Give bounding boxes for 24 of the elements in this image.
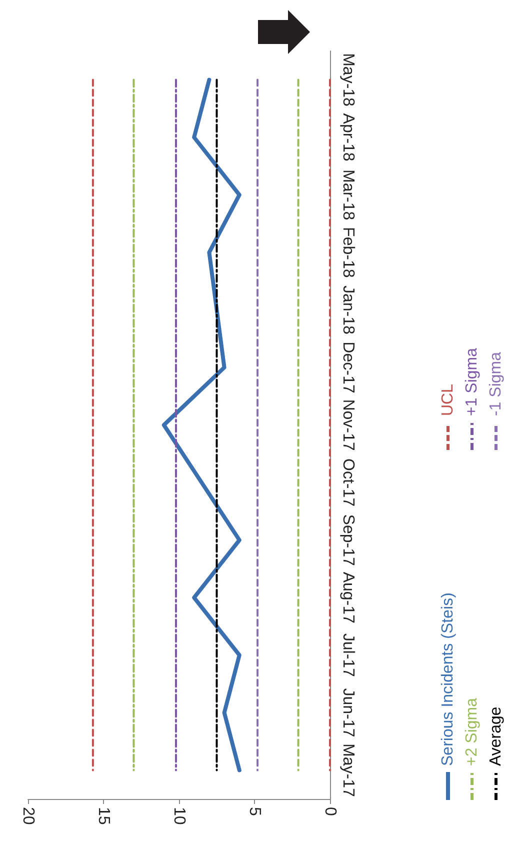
x-tick-label: 0 xyxy=(322,807,338,816)
y-tick-label: Sep-17 xyxy=(340,514,356,566)
text: UCL xyxy=(440,384,456,416)
x-tick-label: 5 xyxy=(246,807,263,816)
y-tick-label: Jul-17 xyxy=(340,633,356,678)
y-tick-label: Mar-18 xyxy=(340,170,356,220)
y-tick-label: Aug-17 xyxy=(340,572,356,624)
text: -1 Sigma xyxy=(488,352,504,416)
y-tick-label: Nov-17 xyxy=(340,399,356,451)
text: Average xyxy=(488,706,504,766)
text: +2 Sigma xyxy=(464,698,480,766)
x-tick-label: 20 xyxy=(20,807,36,825)
y-tick-label: May-17 xyxy=(340,744,356,798)
y-tick-label: Apr-18 xyxy=(340,113,356,162)
text: Serious Incidents (Steis) xyxy=(440,592,456,766)
y-tick-label: Feb-18 xyxy=(340,227,356,278)
y-tick-label: Dec-17 xyxy=(340,342,356,394)
y-tick-label: May-18 xyxy=(340,53,356,107)
y-tick-label: Jan-18 xyxy=(340,285,356,334)
y-tick-label: Oct-17 xyxy=(340,458,356,507)
x-tick-label: 10 xyxy=(170,807,188,825)
y-tick-label: Jun-17 xyxy=(340,688,356,738)
text: +1 Sigma xyxy=(464,348,480,416)
x-tick-label: 15 xyxy=(95,807,112,825)
